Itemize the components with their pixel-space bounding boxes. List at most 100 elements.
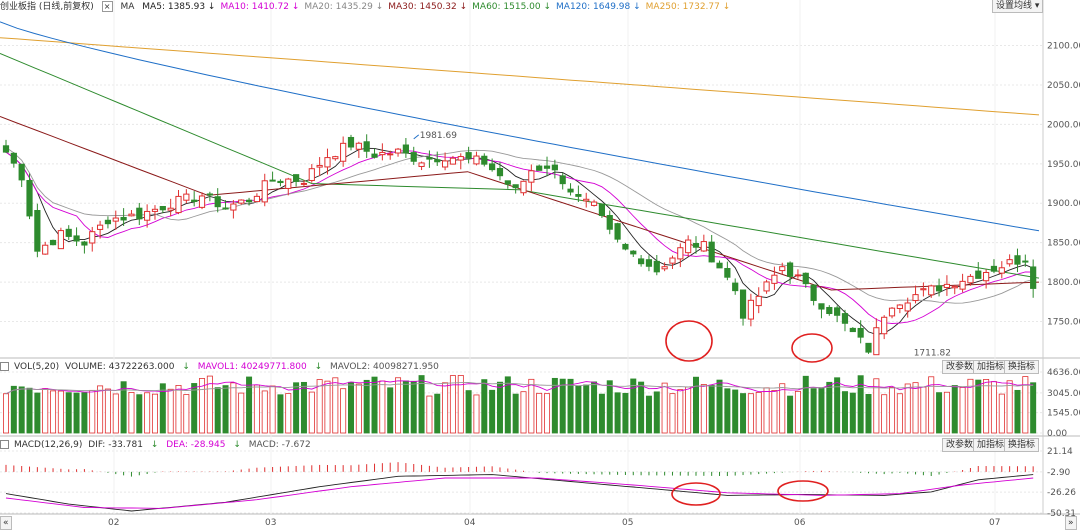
close-icon[interactable] [0, 362, 9, 371]
highlight-circle [791, 333, 833, 363]
candle-body [567, 188, 574, 193]
candle [277, 179, 284, 187]
volume-bar [496, 381, 503, 434]
candle [379, 143, 386, 161]
candle-body [904, 302, 911, 312]
volume-bar [732, 389, 739, 434]
candle [245, 197, 253, 206]
volume-bar [316, 379, 323, 434]
candle-body [238, 199, 245, 204]
candle [630, 250, 637, 257]
candle-body [191, 199, 198, 203]
axis-labels: 2100.00 2050.00 2000.00 1950.00 1900.00 1850.… [108, 42, 1080, 528]
chevron-left-icon[interactable]: « [0, 516, 12, 530]
volume-bar [395, 377, 402, 434]
volume-bar [693, 376, 700, 434]
ma10-line [5, 150, 1034, 324]
ma20-line [5, 147, 1034, 304]
candle [457, 153, 464, 170]
volume-bar [598, 393, 605, 434]
settings-ma-label: 设置均线 [996, 1, 1033, 11]
volume-bar [355, 383, 362, 434]
panel-button-0[interactable]: 改参数 [942, 438, 978, 452]
candle-body [638, 258, 645, 265]
candle-body [967, 275, 974, 284]
candle [434, 151, 441, 166]
volume-bar [151, 393, 158, 434]
candle-body [583, 198, 590, 202]
candle [175, 190, 182, 215]
panel-button-1[interactable]: 加指标 [973, 360, 1009, 374]
close-icon[interactable] [0, 440, 9, 449]
candle-body [834, 307, 841, 316]
candle-body [739, 289, 747, 319]
panel-button-2[interactable]: 换指标 [1004, 360, 1040, 374]
volume-bar [661, 382, 668, 434]
candle [332, 155, 339, 161]
volume-bar [89, 389, 96, 434]
panel-button-1[interactable]: 加指标 [973, 438, 1009, 452]
volume-bar [794, 390, 801, 434]
candle [692, 236, 700, 254]
candle [300, 180, 308, 187]
candle [794, 269, 802, 279]
candle-body [57, 230, 64, 250]
candle-body [888, 307, 896, 317]
volume-bar [622, 392, 629, 434]
candle [755, 287, 762, 314]
candle [465, 146, 472, 164]
volume-bar [363, 379, 370, 434]
volume-bar [434, 393, 441, 434]
volume-bar [653, 391, 660, 434]
volume-bar [700, 384, 707, 434]
volume-bar [567, 378, 574, 434]
candle-body [998, 267, 1005, 274]
volume-bar [34, 392, 41, 434]
candle [896, 304, 903, 314]
x-tick-label: 07 [989, 518, 1000, 528]
candle [222, 200, 229, 210]
volume-bar [951, 385, 958, 434]
candle [449, 155, 457, 165]
candle [73, 227, 80, 247]
candle-body [363, 141, 370, 152]
candle-body [928, 285, 935, 296]
volume-bar [65, 392, 72, 434]
candle-body [732, 282, 739, 292]
panel-button-0[interactable]: 改参数 [942, 360, 978, 374]
panel-button-2[interactable]: 换指标 [1004, 438, 1040, 452]
candle [316, 157, 323, 177]
volume-bar [998, 393, 1005, 434]
candle [1030, 259, 1037, 298]
settings-ma-button[interactable]: 设置均线 ▾ [992, 0, 1044, 13]
candle [551, 159, 558, 179]
candle [528, 164, 535, 192]
candle [206, 191, 213, 202]
volume-bar [677, 389, 684, 434]
volume-bar [128, 392, 135, 434]
volume-bar [1014, 389, 1021, 434]
macd-panel [5, 462, 1034, 512]
candle [512, 184, 519, 194]
volume-bar [865, 394, 872, 434]
candle-body [802, 272, 809, 285]
x-tick-label: 05 [622, 518, 633, 528]
candle-body [222, 207, 229, 210]
candle-body [285, 178, 292, 189]
close-icon[interactable]: × [101, 1, 113, 12]
candle [253, 193, 261, 203]
candle-body [175, 195, 182, 214]
candle-body [716, 262, 723, 269]
candle-body [912, 294, 919, 302]
candle-body [316, 164, 323, 168]
candle [849, 327, 856, 333]
candle-body [183, 193, 190, 201]
volume-bar [442, 382, 449, 434]
dif-value: DIF: -33.781 [88, 440, 143, 450]
candle-body [81, 241, 88, 246]
chevron-right-icon[interactable]: » [1065, 516, 1077, 530]
volume-bar [1030, 382, 1037, 434]
volume-bar [222, 385, 229, 434]
candle [293, 174, 300, 187]
